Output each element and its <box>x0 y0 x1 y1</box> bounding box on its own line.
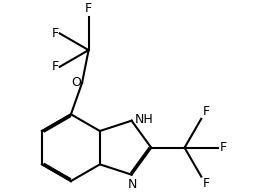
Text: N: N <box>127 178 137 191</box>
Text: O: O <box>71 76 81 89</box>
Text: F: F <box>203 105 210 118</box>
Text: F: F <box>85 3 92 16</box>
Text: F: F <box>219 141 227 154</box>
Text: F: F <box>51 27 59 40</box>
Text: NH: NH <box>135 113 153 126</box>
Text: F: F <box>203 177 210 190</box>
Text: F: F <box>51 60 59 73</box>
